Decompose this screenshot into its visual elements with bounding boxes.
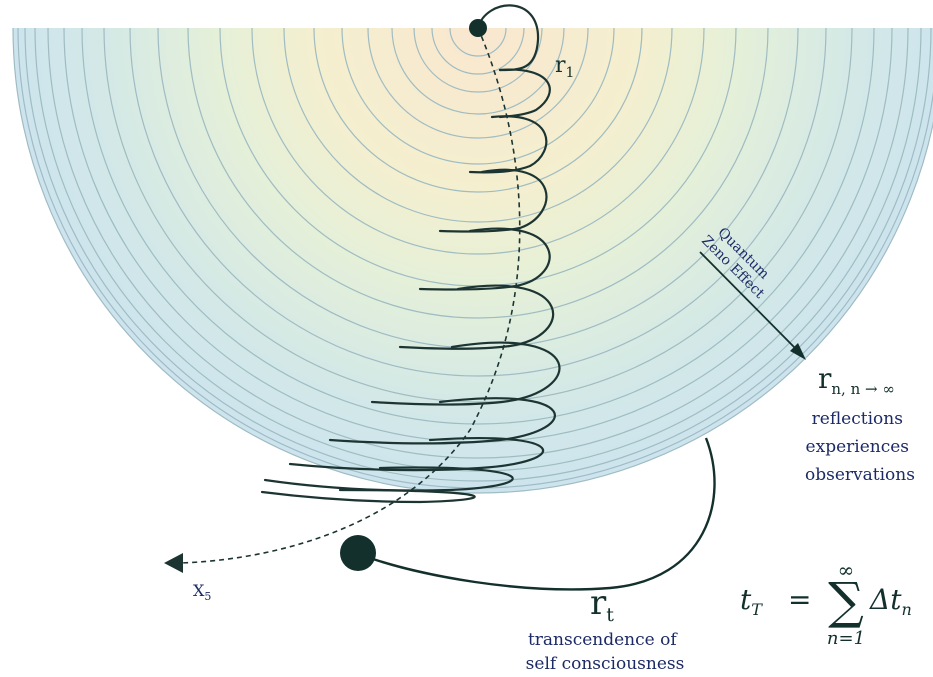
ring	[24, 28, 932, 482]
summation-formula: tT = ∞ ∑ n=1 Δtn	[740, 558, 912, 649]
rt-description: transcendence of self consciousness	[526, 630, 685, 674]
ring	[34, 28, 922, 472]
rn-label: rn, n → ∞	[818, 362, 895, 398]
x5-arrowhead	[164, 553, 183, 573]
radius-arcs	[260, 4, 561, 504]
radius-arc	[370, 341, 561, 406]
background-disc	[13, 28, 933, 493]
ring	[391, 28, 565, 115]
origin-dot	[469, 19, 487, 37]
rt-label: rt	[590, 583, 614, 626]
x5-label: X5	[193, 581, 211, 603]
svg-text:∞: ∞	[838, 558, 855, 582]
ring	[103, 28, 853, 403]
ring	[251, 28, 705, 255]
ring	[431, 28, 525, 75]
svg-text:n=1: n=1	[827, 628, 865, 649]
rn-description: reflections experiences observations	[805, 409, 915, 485]
zeno-arrowhead	[790, 343, 806, 360]
ring	[341, 28, 615, 165]
ring	[12, 28, 933, 494]
dashed-trajectory	[179, 27, 521, 564]
ring	[367, 28, 589, 139]
ring	[187, 28, 769, 319]
svg-text:tT: tT	[740, 583, 763, 619]
svg-text:=: =	[788, 583, 811, 616]
radius-arc	[438, 168, 548, 233]
ring	[413, 28, 543, 93]
radius-arc	[288, 437, 544, 472]
ring	[129, 28, 827, 377]
ring	[313, 28, 643, 193]
radius-arc	[260, 488, 476, 504]
transcendence-curve	[369, 437, 716, 591]
ring	[283, 28, 673, 223]
svg-text:∑: ∑	[828, 572, 864, 630]
ring	[81, 28, 875, 425]
radius-arc	[398, 284, 555, 350]
ring	[449, 28, 507, 57]
zeno-arrow	[699, 251, 798, 351]
transcendence-dot	[340, 535, 376, 571]
svg-text:Δtn: Δtn	[869, 583, 912, 619]
radius-arc	[263, 466, 514, 492]
r1-label: r1	[555, 53, 574, 81]
radius-arc	[498, 68, 551, 119]
radius-arc	[468, 115, 548, 174]
radius-arc	[476, 4, 540, 72]
ring	[47, 28, 909, 459]
